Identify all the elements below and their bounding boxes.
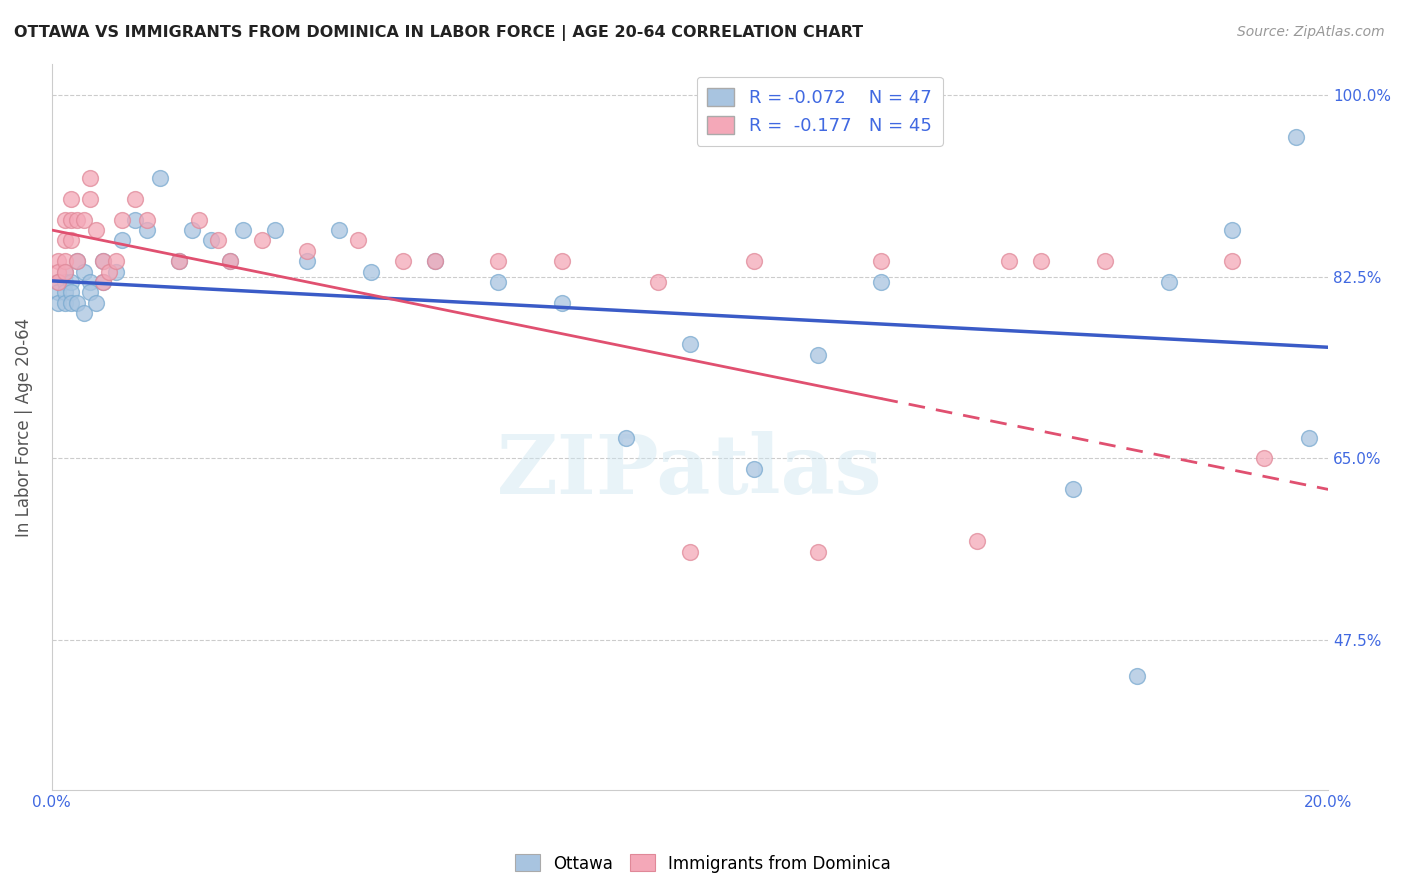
Point xyxy=(1062,483,1084,497)
Point xyxy=(91,275,114,289)
Point xyxy=(53,295,76,310)
Point xyxy=(169,254,191,268)
Legend: Ottawa, Immigrants from Dominica: Ottawa, Immigrants from Dominica xyxy=(509,847,897,880)
Point xyxy=(252,234,274,248)
Text: OTTAWA VS IMMIGRANTS FROM DOMINICA IN LABOR FORCE | AGE 20-64 CORRELATION CHART: OTTAWA VS IMMIGRANTS FROM DOMINICA IN LA… xyxy=(14,25,863,41)
Point xyxy=(200,234,222,248)
Point xyxy=(423,254,446,268)
Point xyxy=(111,212,134,227)
Point xyxy=(59,212,82,227)
Point xyxy=(86,295,108,310)
Point xyxy=(423,254,446,268)
Point xyxy=(53,212,76,227)
Point xyxy=(98,264,121,278)
Point xyxy=(614,430,637,444)
Point xyxy=(1222,223,1244,237)
Legend: R = -0.072    N = 47, R =  -0.177   N = 45: R = -0.072 N = 47, R = -0.177 N = 45 xyxy=(696,77,942,146)
Point xyxy=(136,223,159,237)
Point xyxy=(806,347,828,361)
Point xyxy=(86,223,108,237)
Point xyxy=(66,212,89,227)
Point xyxy=(53,264,76,278)
Point xyxy=(264,223,287,237)
Point xyxy=(488,275,510,289)
Point xyxy=(219,254,242,268)
Point xyxy=(187,212,209,227)
Point xyxy=(91,254,114,268)
Point xyxy=(870,254,893,268)
Point xyxy=(104,264,127,278)
Point xyxy=(870,275,893,289)
Point xyxy=(488,254,510,268)
Point xyxy=(53,275,76,289)
Point xyxy=(295,244,318,258)
Point xyxy=(73,212,96,227)
Point xyxy=(806,544,828,558)
Point xyxy=(46,295,69,310)
Point xyxy=(66,295,89,310)
Point xyxy=(53,264,76,278)
Point xyxy=(53,234,76,248)
Point xyxy=(679,544,702,558)
Point xyxy=(124,212,146,227)
Point xyxy=(1029,254,1052,268)
Point xyxy=(551,295,574,310)
Point xyxy=(169,254,191,268)
Text: ZIPatlas: ZIPatlas xyxy=(498,431,883,511)
Point xyxy=(66,254,89,268)
Point xyxy=(53,285,76,300)
Point xyxy=(742,461,765,475)
Point xyxy=(232,223,254,237)
Point xyxy=(328,223,350,237)
Point xyxy=(966,534,988,549)
Point xyxy=(66,254,89,268)
Point xyxy=(1094,254,1116,268)
Point xyxy=(360,264,382,278)
Point xyxy=(219,254,242,268)
Point xyxy=(79,275,101,289)
Text: Source: ZipAtlas.com: Source: ZipAtlas.com xyxy=(1237,25,1385,39)
Point xyxy=(46,275,69,289)
Point xyxy=(551,254,574,268)
Point xyxy=(91,275,114,289)
Point xyxy=(742,254,765,268)
Point xyxy=(124,192,146,206)
Point xyxy=(207,234,229,248)
Point xyxy=(295,254,318,268)
Point xyxy=(59,285,82,300)
Point xyxy=(347,234,370,248)
Point xyxy=(1125,669,1147,683)
Point xyxy=(73,306,96,320)
Point xyxy=(1298,430,1320,444)
Point xyxy=(679,337,702,351)
Point xyxy=(647,275,669,289)
Point xyxy=(46,264,69,278)
Point xyxy=(1222,254,1244,268)
Point xyxy=(91,254,114,268)
Point xyxy=(79,192,101,206)
Point xyxy=(391,254,413,268)
Point xyxy=(59,192,82,206)
Point xyxy=(46,285,69,300)
Point xyxy=(149,171,172,186)
Point xyxy=(998,254,1021,268)
Point xyxy=(59,275,82,289)
Point xyxy=(1253,451,1275,466)
Point xyxy=(79,285,101,300)
Point xyxy=(104,254,127,268)
Point xyxy=(79,171,101,186)
Point xyxy=(73,264,96,278)
Point xyxy=(111,234,134,248)
Point xyxy=(1157,275,1180,289)
Point xyxy=(46,275,69,289)
Point xyxy=(59,234,82,248)
Point xyxy=(46,254,69,268)
Point xyxy=(53,254,76,268)
Point xyxy=(181,223,204,237)
Point xyxy=(1285,129,1308,144)
Point xyxy=(136,212,159,227)
Y-axis label: In Labor Force | Age 20-64: In Labor Force | Age 20-64 xyxy=(15,318,32,537)
Point xyxy=(59,295,82,310)
